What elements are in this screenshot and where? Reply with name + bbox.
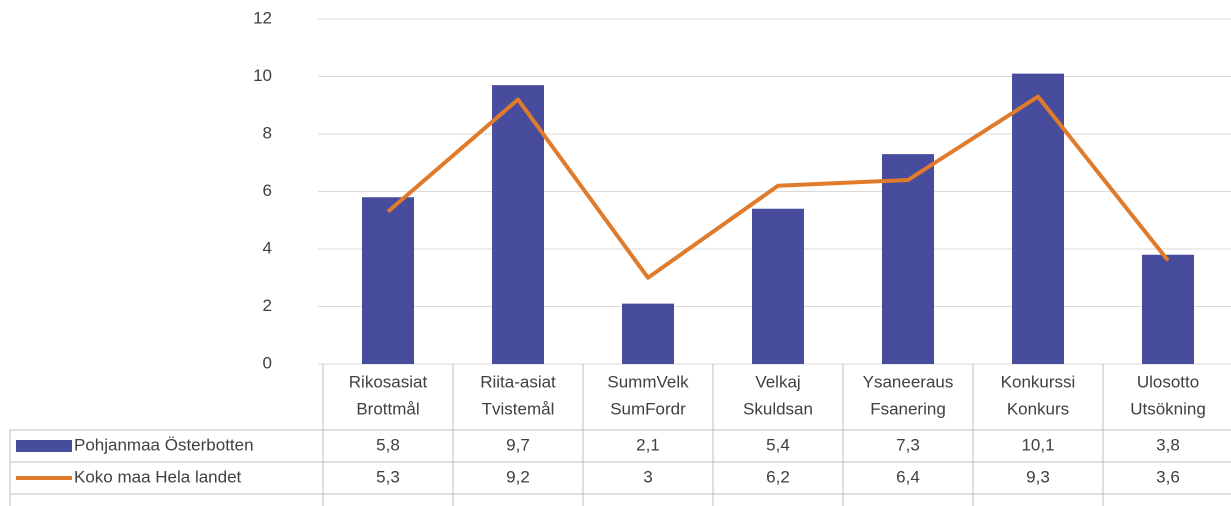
bar — [1142, 254, 1194, 364]
bar — [1012, 73, 1064, 364]
bar — [752, 208, 804, 364]
y-tick-label: 0 — [263, 353, 272, 372]
table-value: 5,4 — [766, 435, 790, 454]
x-tick-label: Riita-asiat — [480, 372, 556, 391]
y-tick-label: 6 — [263, 181, 272, 200]
table-value: 5,8 — [376, 435, 400, 454]
x-tick-label: Konkurs — [1007, 399, 1069, 418]
x-tick-label: Brottmål — [356, 399, 419, 418]
y-tick-label: 12 — [253, 8, 272, 27]
legend-swatch — [16, 440, 72, 452]
table-value: 3,8 — [1156, 435, 1180, 454]
table-value: 3 — [643, 467, 652, 486]
table-value: 9,7 — [506, 435, 530, 454]
x-tick-label: SumFordr — [610, 399, 686, 418]
y-tick-label: 8 — [263, 123, 272, 142]
bar — [492, 85, 544, 364]
x-tick-label: Skuldsan — [743, 399, 813, 418]
table-value: 5,3 — [376, 467, 400, 486]
table-value: 9,2 — [506, 467, 530, 486]
x-tick-label: Velkaj — [755, 372, 800, 391]
y-tick-label: 2 — [263, 296, 272, 315]
y-tick-label: 4 — [263, 238, 272, 257]
x-tick-label: Rikosasiat — [349, 372, 428, 391]
bar — [622, 303, 674, 364]
table-value: 6,2 — [766, 467, 790, 486]
x-tick-label: Tvistemål — [482, 399, 555, 418]
x-tick-label: Fsanering — [870, 399, 946, 418]
x-tick-label: Ulosotto — [1137, 372, 1199, 391]
table-value: 6,4 — [896, 467, 920, 486]
x-tick-label: Ysaneeraus — [863, 372, 954, 391]
table-value: 2,1 — [636, 435, 660, 454]
table-value: 10,1 — [1021, 435, 1054, 454]
line — [386, 94, 1170, 280]
x-tick-label: SummVelk — [607, 372, 689, 391]
bar — [362, 197, 414, 364]
bar — [882, 154, 934, 364]
y-tick-label: 10 — [253, 66, 272, 85]
legend-label: Pohjanmaa Österbotten — [74, 435, 254, 454]
table-value: 3,6 — [1156, 467, 1180, 486]
x-tick-label: Utsökning — [1130, 399, 1206, 418]
legend-label: Koko maa Hela landet — [74, 467, 242, 486]
table-value: 9,3 — [1026, 467, 1050, 486]
table-value: 7,3 — [896, 435, 920, 454]
x-tick-label: Konkurssi — [1001, 372, 1076, 391]
